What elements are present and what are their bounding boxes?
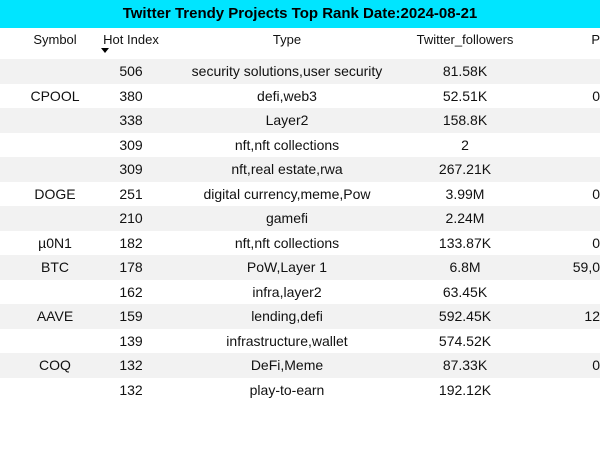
table-cell: 0 [592,87,600,104]
table-cell: 267.21K [438,161,492,177]
table-cell: lending,defi [251,308,323,324]
table-cell: 0 [592,357,600,373]
table-cell: 139 [119,332,143,349]
table-cell: 63.45K [442,283,488,300]
table-cell: digital currency,meme,Pow [203,185,371,202]
table-cell: 158.8K [442,112,488,128]
table-cell: 182 [119,234,143,251]
table-cell: 592.45K [438,308,492,324]
table-cell: PoW,Layer 1 [246,259,328,275]
table-cell: 159 [119,308,143,324]
column-header[interactable]: P [591,32,600,47]
table-cell: nft,nft collections [234,136,340,153]
table-cell: 338 [119,112,143,128]
row-background [0,304,600,329]
table-cell: 380 [119,87,143,104]
table-cell: 192.12K [438,381,492,398]
table-cell: 309 [119,161,143,177]
table-cell: nft,nft collections [234,234,340,251]
row-background [0,108,600,133]
table-cell: 506 [119,63,143,79]
table-cell: 12 [584,308,600,324]
table-cell: Layer2 [265,112,309,128]
row-background [0,206,600,231]
column-header[interactable]: Twitter_followers [416,32,514,47]
row-background [0,353,600,378]
column-header[interactable]: Type [272,32,302,47]
column-header[interactable]: Symbol [33,32,77,47]
table-cell: 0 [592,234,600,251]
row-background [0,255,600,280]
table-cell: BTC [41,259,69,275]
table-cell: 162 [119,283,143,300]
table-cell: CPOOL [30,87,80,104]
table-cell: 574.52K [438,332,492,349]
table-cell: 59,0 [572,259,600,275]
row-background [0,59,600,84]
table-cell: 251 [119,185,143,202]
table-cell: 210 [119,210,143,226]
table-cell: µ0N1 [38,234,72,251]
title-bar: Twitter Trendy Projects Top Rank Date:20… [0,0,600,28]
table-cell: 132 [119,357,143,373]
table-cell: security solutions,user security [191,63,383,79]
table-cell: 6.8M [449,259,481,275]
table-cell: 3.99M [445,185,485,202]
table-cell: COQ [39,357,71,373]
table-cell: nft,real estate,rwa [231,161,343,177]
table-cell: play-to-earn [249,381,325,398]
table-cell: AAVE [36,308,74,324]
table-cell: 87.33K [442,357,488,373]
table-cell: 133.87K [438,234,492,251]
table-cell: 132 [119,381,143,398]
row-background [0,157,600,182]
table-cell: gamefi [265,210,309,226]
table-cell: defi,web3 [257,87,317,104]
table-cell: 309 [119,136,143,153]
column-header[interactable]: Hot Index [103,32,159,47]
table-cell: infra,layer2 [252,283,322,300]
sort-arrow[interactable] [101,48,109,53]
table-cell: 0 [592,185,600,202]
table-cell: 178 [119,259,143,275]
table-cell: 2 [461,136,469,153]
table-cell: DOGE [34,185,76,202]
table-cell: DeFi,Meme [250,357,324,373]
table-cell: 52.51K [442,87,488,104]
table-cell: 2.24M [445,210,485,226]
table-cell: 81.58K [442,63,488,79]
table-cell: infrastructure,wallet [226,332,348,349]
